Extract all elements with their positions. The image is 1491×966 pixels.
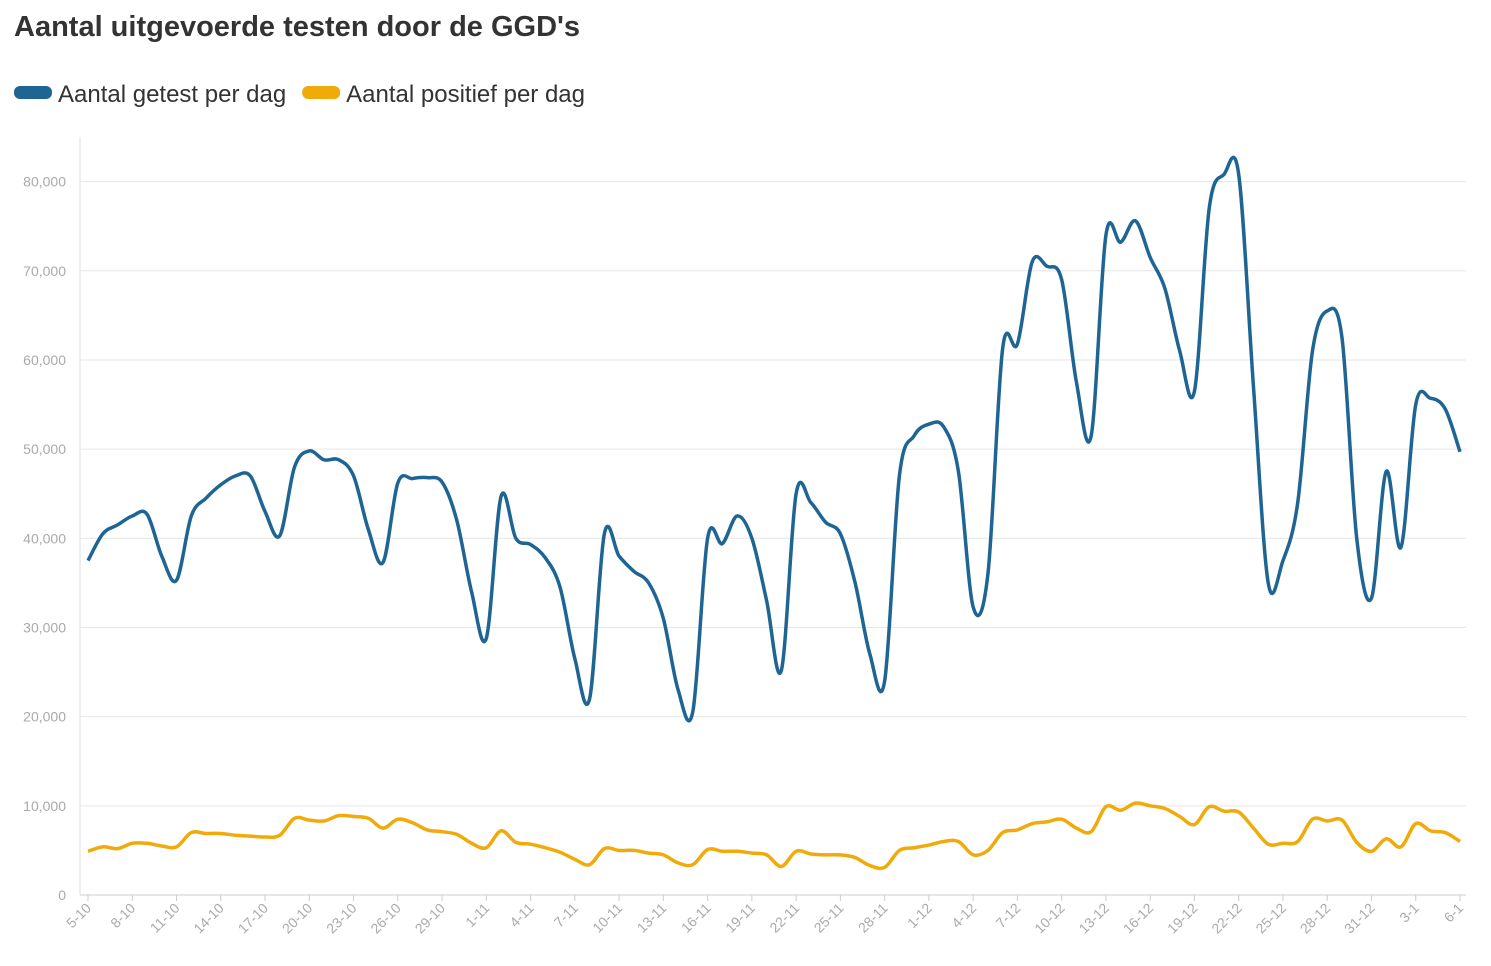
x-tick-label: 28-12 [1297, 900, 1334, 937]
x-tick-label: 26-10 [367, 900, 404, 937]
y-tick-label: 20,000 [23, 709, 66, 725]
x-tick-label: 1-11 [462, 900, 493, 931]
x-tick-label: 28-11 [855, 900, 891, 936]
x-tick-label: 25-12 [1252, 900, 1289, 937]
y-tick-label: 30,000 [23, 619, 66, 635]
legend-swatch [14, 86, 52, 99]
x-tick-label: 11-10 [147, 900, 183, 936]
x-tick-label: 19-12 [1164, 900, 1201, 937]
x-tick-label: 1-12 [904, 900, 935, 931]
x-tick-label: 4-12 [948, 900, 979, 931]
x-tick-label: 5-10 [63, 900, 94, 931]
x-tick-label: 17-10 [235, 900, 272, 937]
y-tick-label: 0 [58, 887, 66, 903]
x-tick-label: 10-11 [589, 900, 625, 936]
legend-swatch [302, 86, 341, 99]
x-tick-label: 6-1 [1440, 900, 1466, 926]
x-tick-label: 14-10 [190, 900, 227, 937]
x-tick-label: 16-11 [678, 900, 714, 936]
series-line [86, 155, 1462, 723]
legend-label: Aantal getest per dag [58, 81, 286, 108]
y-tick-label: 80,000 [23, 174, 66, 190]
x-tick-label: 3-1 [1396, 900, 1422, 926]
legend-label: Aantal positief per dag [346, 81, 585, 108]
x-tick-label: 4-11 [506, 900, 537, 931]
x-tick-label: 22-11 [766, 900, 802, 936]
x-tick-label: 13-12 [1075, 900, 1112, 937]
y-tick-label: 60,000 [23, 352, 66, 368]
x-tick-label: 22-12 [1208, 900, 1245, 937]
x-tick-label: 31-12 [1341, 900, 1378, 937]
x-tick-label: 19-11 [722, 900, 758, 936]
y-tick-label: 40,000 [23, 530, 66, 546]
x-tick-label: 23-10 [323, 900, 360, 937]
y-tick-label: 10,000 [23, 798, 66, 814]
x-tick-label: 7-11 [551, 900, 582, 931]
chart-title: Aantal uitgevoerde testen door de GGD's [14, 11, 580, 43]
x-tick-label: 8-10 [107, 900, 138, 931]
x-tick-label: 13-11 [634, 900, 670, 936]
x-tick-label: 16-12 [1120, 900, 1157, 937]
y-tick-label: 50,000 [23, 441, 66, 457]
series-line [87, 801, 1461, 871]
x-tick-label: 7-12 [992, 900, 1023, 931]
y-tick-label: 70,000 [23, 263, 66, 279]
x-tick-label: 10-12 [1031, 900, 1068, 937]
x-tick-label: 20-10 [279, 900, 316, 937]
x-tick-label: 25-11 [811, 900, 847, 936]
x-tick-label: 29-10 [412, 900, 449, 937]
